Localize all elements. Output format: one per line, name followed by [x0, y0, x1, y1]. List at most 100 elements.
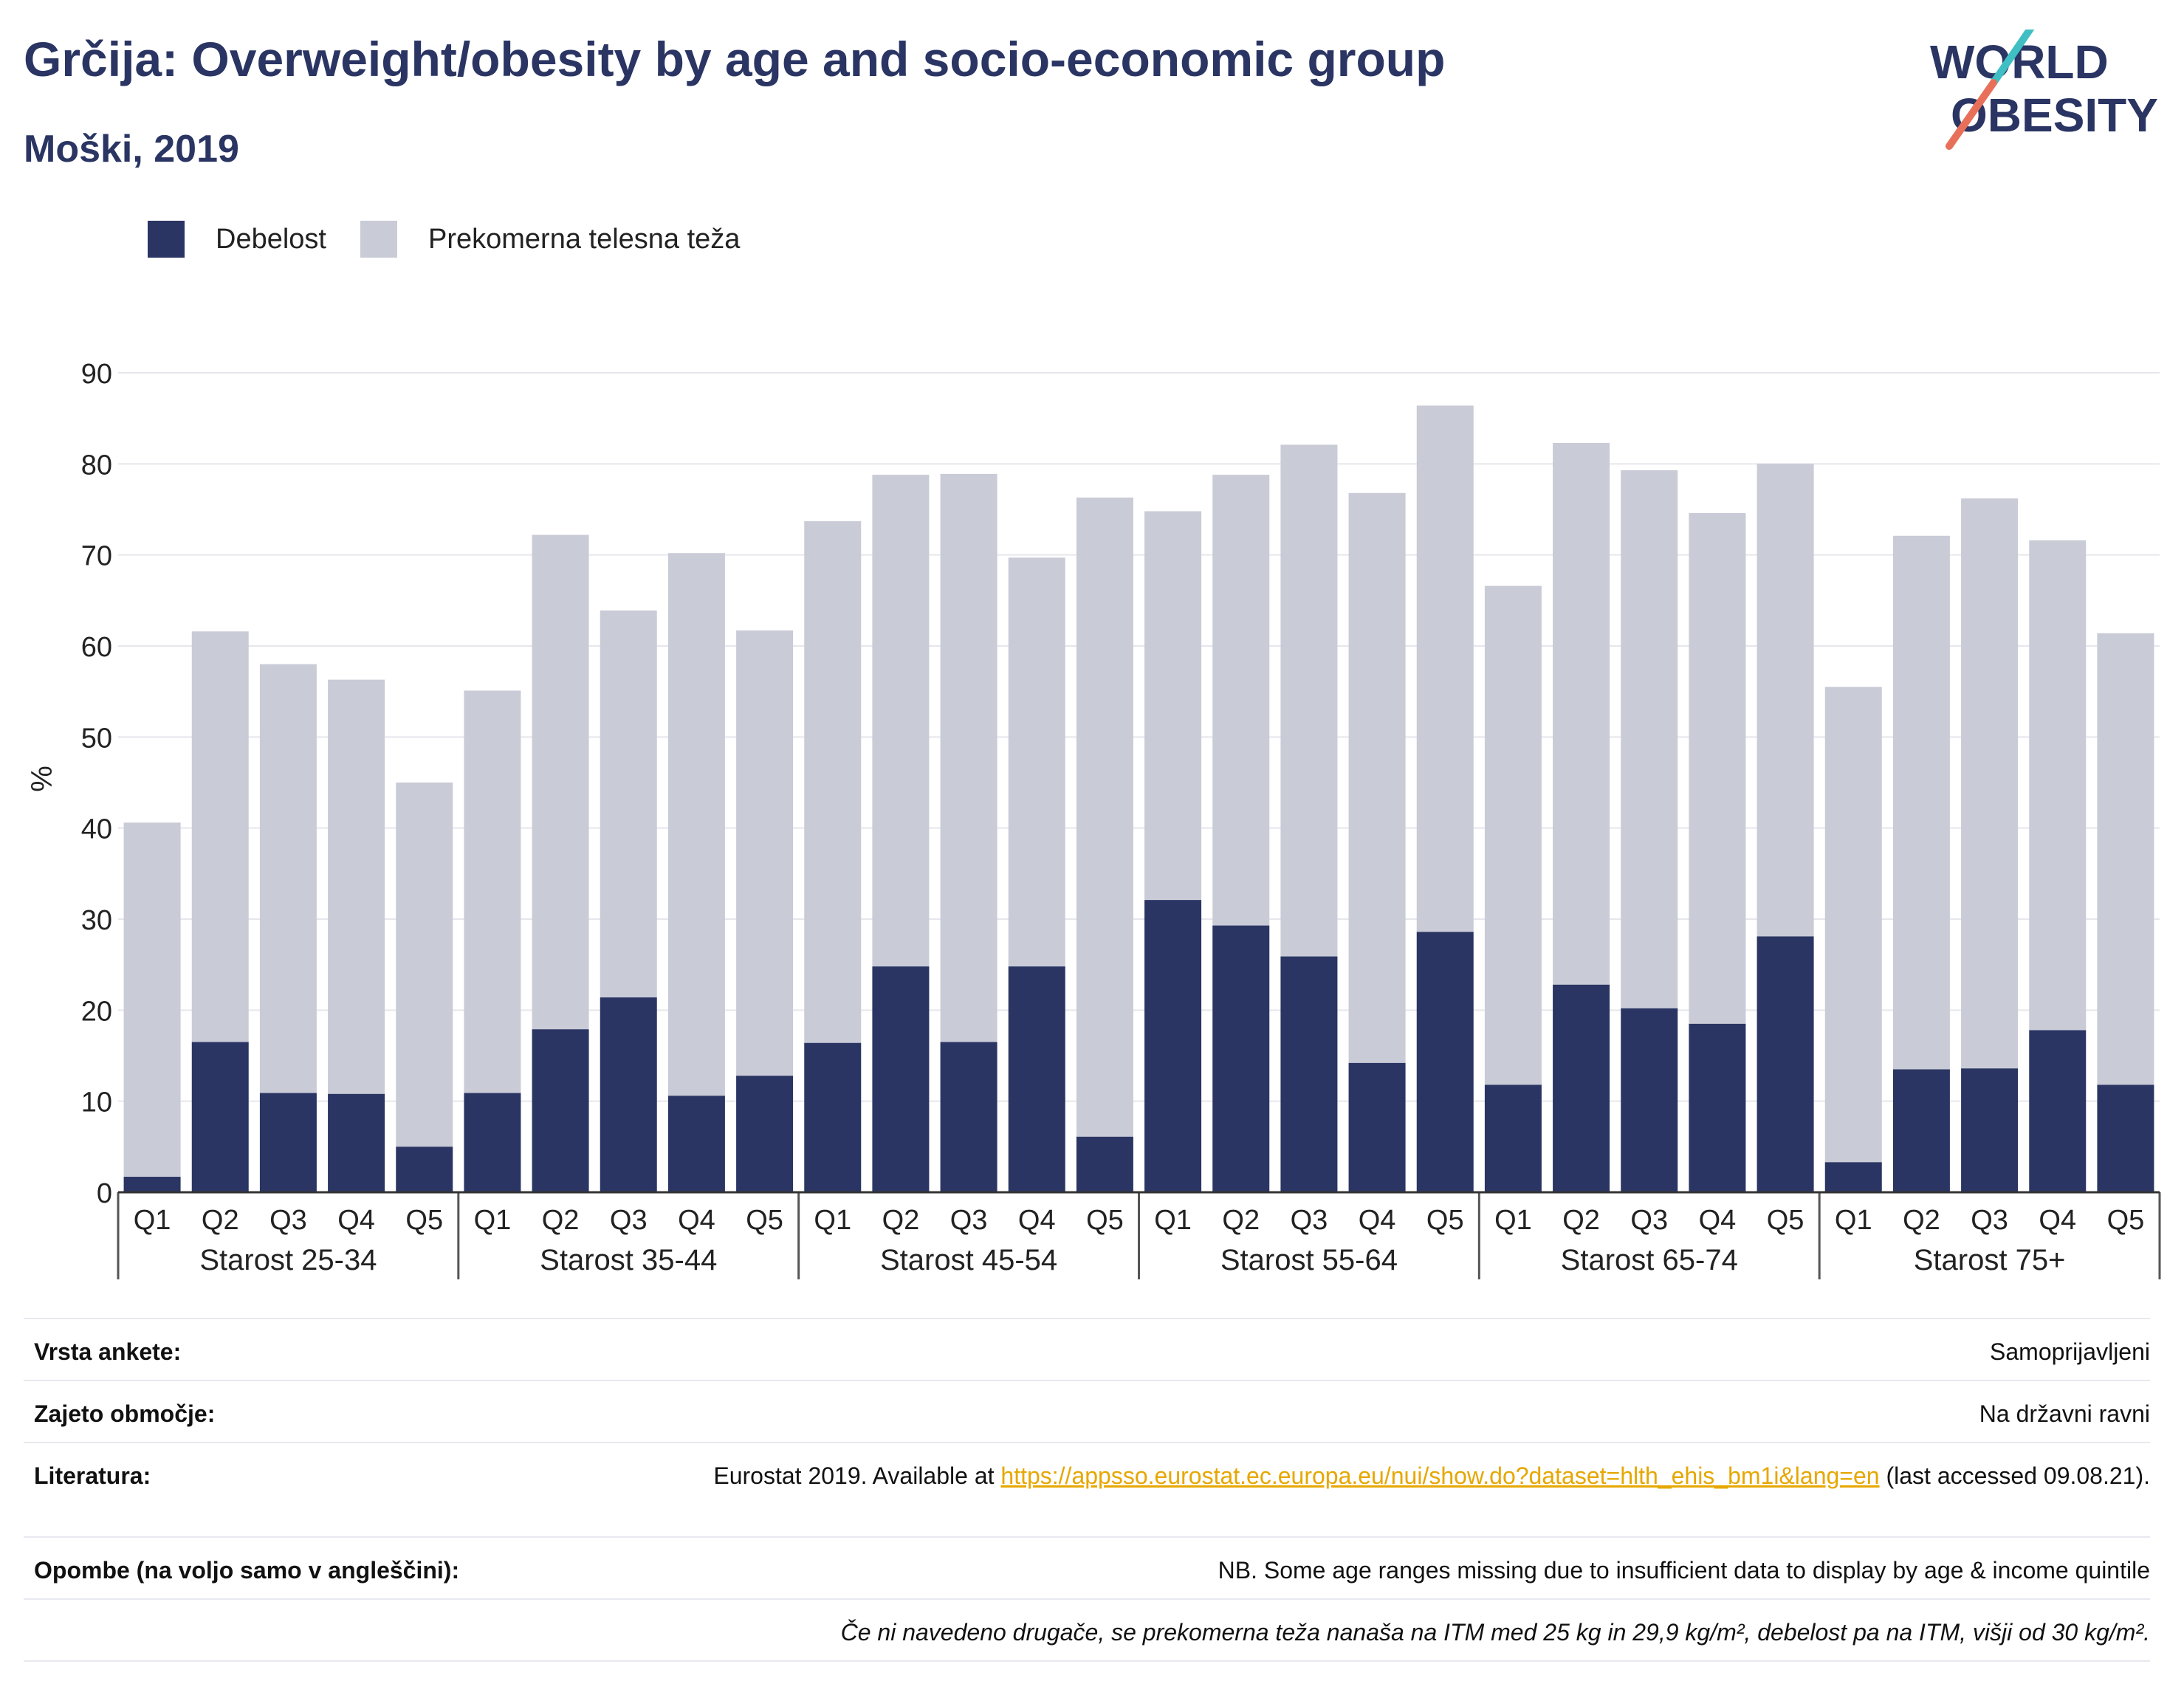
x-tick-label: Q5	[1767, 1205, 1804, 1236]
meta-row-survey: Vrsta ankete: Samoprijavljeni	[24, 1318, 2150, 1380]
bar-overweight	[667, 553, 725, 1096]
literature-link[interactable]: https://appsso.eurostat.ec.europa.eu/nui…	[1000, 1462, 1880, 1489]
bar-overweight	[1621, 470, 1678, 1008]
bar-overweight	[1008, 557, 1065, 967]
legend-label-obesity: Debelost	[216, 223, 326, 255]
x-tick-label: Q3	[950, 1205, 988, 1236]
legend-item-overweight[interactable]: Prekomerna telesna teža	[360, 221, 740, 258]
survey-value: Samoprijavljeni	[1990, 1338, 2150, 1365]
legend-item-obesity[interactable]: Debelost	[148, 221, 326, 258]
world-obesity-logo: WORLD OBESITY	[1930, 30, 2158, 150]
bar-obesity	[1689, 1023, 1746, 1192]
area-value: Na državni ravni	[1979, 1400, 2150, 1427]
x-tick-label: Q2	[1222, 1205, 1260, 1236]
x-tick-label: Q2	[1562, 1205, 1600, 1236]
bar-overweight	[600, 610, 657, 998]
bar-overweight	[1076, 497, 1133, 1137]
x-tick-label: Q3	[1971, 1205, 2008, 1236]
y-axis-label: %	[26, 766, 58, 792]
bar-obesity	[396, 1146, 453, 1192]
bar-obesity	[1484, 1084, 1542, 1192]
bar-obesity	[1144, 900, 1202, 1192]
literature-label: Literatura:	[34, 1462, 151, 1489]
bar-overweight	[396, 783, 453, 1147]
x-tick-label: Q4	[1699, 1205, 1737, 1236]
bar-obesity	[1621, 1008, 1678, 1192]
bar-obesity	[1416, 932, 1474, 1192]
bar-overweight	[259, 664, 317, 1093]
group-label: Starost 75+	[1914, 1244, 2066, 1276]
bar-overweight	[123, 822, 181, 1177]
bar-obesity	[123, 1177, 181, 1192]
logo-stroke-teal	[1990, 30, 2035, 86]
x-tick-label: Q5	[1426, 1205, 1464, 1236]
x-tick-label: Q1	[1835, 1205, 1872, 1236]
bar-obesity	[1212, 925, 1270, 1192]
y-tick-label: 10	[81, 1087, 112, 1118]
x-tick-label: Q3	[1291, 1205, 1328, 1236]
bar-overweight	[328, 679, 385, 1094]
bar-obesity	[1280, 956, 1338, 1192]
legend-swatch-obesity	[148, 221, 185, 258]
legend-swatch-overweight	[360, 221, 397, 258]
x-tick-label: Q2	[542, 1205, 580, 1236]
bar-overweight	[532, 534, 589, 1030]
bar-obesity	[1008, 966, 1065, 1192]
group-label: Starost 55-64	[1220, 1244, 1398, 1276]
bar-obesity	[1348, 1062, 1406, 1192]
bar-overweight	[1280, 444, 1338, 957]
x-tick-label: Q4	[678, 1205, 715, 1236]
bar-obesity	[940, 1042, 997, 1192]
footnote: Če ni navedeno drugače, se prekomerna te…	[840, 1619, 2150, 1646]
y-tick-label: 0	[97, 1178, 112, 1209]
bar-overweight	[1553, 442, 1610, 985]
x-tick-label: Q4	[337, 1205, 375, 1236]
bar-overweight	[872, 475, 930, 967]
bar-obesity	[1076, 1136, 1133, 1192]
x-tick-label: Q1	[474, 1205, 512, 1236]
group-label: Starost 25-34	[199, 1244, 377, 1276]
legend-label-overweight: Prekomerna telesna teža	[427, 223, 741, 255]
stacked-bar-chart: 0 10 20 30 40 50 60 70 80 90% Q1 Q2 Q3 Q4 Q5 Starost 25…	[26, 359, 2161, 1279]
bar-obesity	[736, 1076, 794, 1192]
bar-overweight	[1757, 464, 1814, 937]
survey-label: Vrsta ankete:	[34, 1338, 182, 1365]
x-tick-label: Q4	[2039, 1205, 2076, 1236]
meta-row-footnote: Če ni navedeno drugače, se prekomerna te…	[24, 1598, 2150, 1662]
x-tick-label: Q3	[1630, 1205, 1668, 1236]
x-tick-label: Q2	[882, 1205, 920, 1236]
literature-prefix: Eurostat 2019. Available at	[713, 1462, 1001, 1489]
bar-overweight	[1892, 535, 1950, 1070]
x-tick-label: Q2	[1903, 1205, 1940, 1236]
bar-obesity	[328, 1093, 385, 1192]
bar-obesity	[464, 1093, 521, 1192]
bar-obesity	[1892, 1069, 1950, 1192]
literature-suffix: (last accessed 09.08.21).	[1879, 1462, 2150, 1489]
bar-obesity	[667, 1096, 725, 1192]
chart-subtitle: Moški, 2019	[24, 128, 239, 171]
bar-overweight	[1484, 585, 1542, 1085]
bar-overweight	[2097, 633, 2154, 1085]
bar-overweight	[1416, 405, 1474, 932]
logo-stroke-coral	[1946, 79, 1997, 150]
bar-obesity	[2097, 1084, 2154, 1192]
group-label: Starost 65-74	[1561, 1244, 1738, 1276]
x-tick-label: Q3	[610, 1205, 648, 1236]
bar-overweight	[804, 521, 862, 1043]
bar-obesity	[1757, 936, 1814, 1192]
y-tick-label: 90	[81, 359, 112, 390]
bar-overweight	[1348, 492, 1406, 1063]
y-tick-label: 50	[81, 723, 112, 754]
y-tick-label: 30	[81, 905, 112, 936]
bar-overweight	[191, 631, 249, 1042]
x-tick-label: Q4	[1359, 1205, 1396, 1236]
y-tick-label: 70	[81, 541, 112, 572]
x-tick-label: Q1	[814, 1205, 851, 1236]
bar-obesity	[191, 1042, 249, 1192]
meta-row-literature: Literatura: Eurostat 2019. Available at …	[24, 1442, 2150, 1536]
bar-obesity	[804, 1042, 862, 1192]
bar-obesity	[532, 1029, 589, 1192]
group-label: Starost 35-44	[540, 1244, 717, 1276]
bar-overweight	[1824, 687, 1882, 1163]
bar-overweight	[2029, 540, 2087, 1031]
